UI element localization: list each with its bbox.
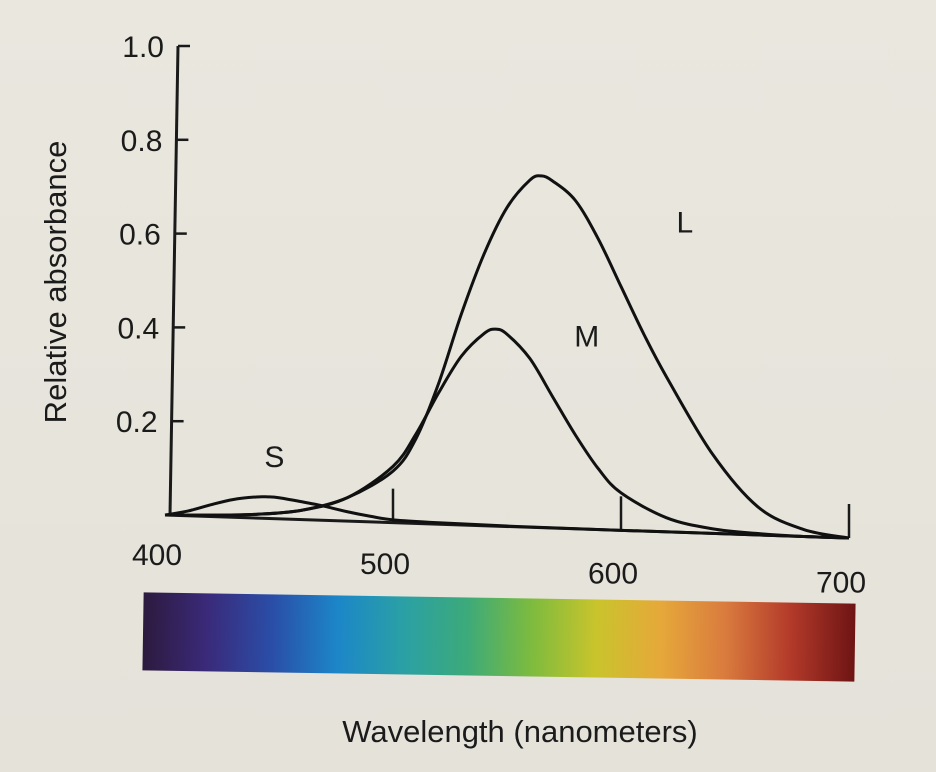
series-label-l: L — [676, 206, 693, 239]
y-tick-label: 1.0 — [122, 31, 164, 64]
curve-m — [164, 327, 850, 540]
y-axis-title: Relative absorbance — [38, 141, 73, 424]
series-label-m: M — [574, 320, 599, 353]
y-axis — [168, 45, 180, 516]
x-ticks: 400 500 600 700 — [132, 488, 866, 600]
y-tick-label: 0.2 — [116, 406, 158, 439]
series-labels: S M L — [264, 206, 693, 474]
curve-l — [164, 174, 850, 540]
y-ticks: 0.2 0.4 0.6 0.8 1.0 — [116, 31, 190, 439]
x-tick-label: 600 — [588, 557, 638, 590]
x-tick-label: 400 — [132, 539, 182, 572]
x-axis-title: Wavelength (nanometers) — [342, 714, 698, 749]
y-tick-label: 0.4 — [117, 312, 159, 345]
y-tick-label: 0.8 — [121, 125, 163, 158]
series-label-s: S — [264, 441, 284, 474]
x-tick-label: 700 — [816, 567, 866, 600]
y-tick-label: 0.6 — [119, 219, 161, 252]
x-tick-label: 500 — [360, 548, 410, 581]
spectrum-color-bar — [142, 592, 856, 682]
absorbance-curves — [164, 174, 850, 540]
